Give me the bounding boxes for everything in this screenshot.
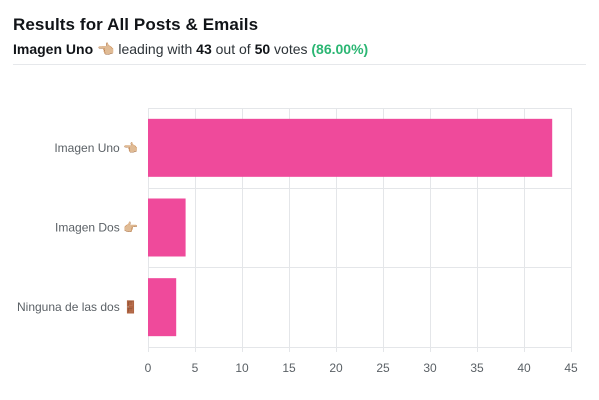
x-tick-label: 20 [329, 361, 343, 375]
leader-percent: (86.00%) [311, 41, 369, 57]
leading-text: leading with [118, 41, 193, 57]
x-tick-label: 35 [470, 361, 484, 375]
out-of-text: out of [215, 41, 251, 57]
x-tick-label: 25 [376, 361, 390, 375]
x-tick-label: 5 [192, 361, 199, 375]
votes-text: votes [274, 41, 308, 57]
results-header: Results for All Posts & Emails Imagen Un… [13, 14, 586, 58]
leader-votes: 43 [196, 41, 212, 57]
x-tick-label: 10 [235, 361, 249, 375]
x-tick-label: 45 [564, 361, 578, 375]
x-tick-label: 40 [517, 361, 531, 375]
category-label: Imagen Dos 👉🏼 [55, 221, 138, 235]
category-label: Imagen Uno 👈🏼 [54, 141, 138, 155]
x-tick-label: 30 [423, 361, 437, 375]
bar [148, 118, 553, 177]
leader-name: Imagen Uno [13, 41, 94, 57]
pointing-left-icon: 👈🏼 [97, 41, 115, 57]
x-tick-label: 15 [282, 361, 296, 375]
x-tick-label: 0 [145, 361, 152, 375]
results-summary: Imagen Uno 👈🏼 leading with 43 out of 50 … [13, 40, 586, 58]
bar [148, 198, 186, 257]
total-votes: 50 [254, 41, 271, 57]
page-title: Results for All Posts & Emails [13, 15, 259, 34]
category-label: Ninguna de las dos 🚪 [17, 300, 138, 314]
bar [148, 278, 177, 337]
header-divider [13, 64, 586, 65]
